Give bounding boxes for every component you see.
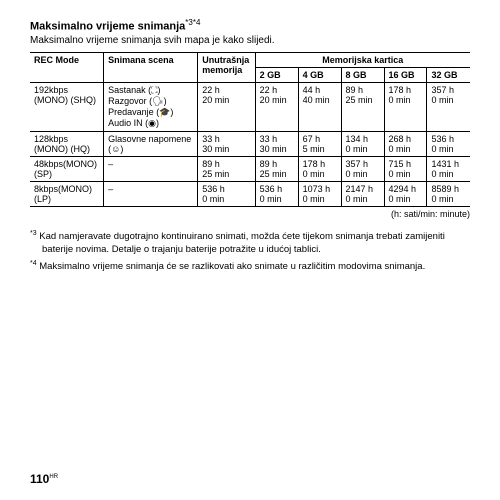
table-row: 48kbps(MONO)(SP) – 89 h25 min 89 h25 min… bbox=[30, 156, 470, 181]
subtitle: Maksimalno vrijeme snimanja svih mapa je… bbox=[30, 35, 470, 46]
table-row: 128kbps(MONO) (HQ) Glasovne napomene (☺)… bbox=[30, 131, 470, 156]
footnote-3: *3 Kad namjeravate dugotrajno kontinuira… bbox=[30, 229, 470, 257]
header-scene: Snimana scena bbox=[104, 52, 198, 82]
page-number: 110HR bbox=[30, 472, 58, 486]
cell-8gb: 89 h25 min bbox=[341, 82, 384, 131]
title-text: Maksimalno vrijeme snimanja bbox=[30, 21, 185, 33]
cell-16gb: 715 h0 min bbox=[384, 156, 427, 181]
cell-4gb: 178 h0 min bbox=[298, 156, 341, 181]
cell-16gb: 4294 h0 min bbox=[384, 181, 427, 206]
header-rec-mode: REC Mode bbox=[30, 52, 104, 82]
header-4gb: 4 GB bbox=[298, 67, 341, 82]
header-2gb: 2 GB bbox=[255, 67, 298, 82]
page-title: Maksimalno vrijeme snimanja*3*4 bbox=[30, 18, 470, 33]
header-16gb: 16 GB bbox=[384, 67, 427, 82]
footnotes: *3 Kad namjeravate dugotrajno kontinuira… bbox=[30, 229, 470, 275]
header-card: Memorijska kartica bbox=[255, 52, 470, 67]
cell-2gb: 89 h25 min bbox=[255, 156, 298, 181]
cell-32gb: 536 h0 min bbox=[427, 131, 470, 156]
cell-scene: Glasovne napomene (☺) bbox=[104, 131, 198, 156]
cell-scene: – bbox=[104, 156, 198, 181]
header-memory: Unutrašnja memorija bbox=[198, 52, 255, 82]
header-32gb: 32 GB bbox=[427, 67, 470, 82]
cell-16gb: 178 h0 min bbox=[384, 82, 427, 131]
cell-mem: 89 h25 min bbox=[198, 156, 255, 181]
cell-32gb: 8589 h0 min bbox=[427, 181, 470, 206]
cell-mode: 128kbps(MONO) (HQ) bbox=[30, 131, 104, 156]
cell-32gb: 357 h0 min bbox=[427, 82, 470, 131]
table-row: 192kbps(MONO) (SHQ) Sastanak (⛶) Razgovo… bbox=[30, 82, 470, 131]
table-row: 8kbps(MONO)(LP) – 536 h0 min 536 h0 min … bbox=[30, 181, 470, 206]
cell-mem: 536 h0 min bbox=[198, 181, 255, 206]
cell-4gb: 44 h40 min bbox=[298, 82, 341, 131]
cell-4gb: 67 h5 min bbox=[298, 131, 341, 156]
cell-8gb: 134 h0 min bbox=[341, 131, 384, 156]
footnote-4: *4 Maksimalno vrijeme snimanja će se raz… bbox=[30, 259, 470, 274]
cell-scene: Sastanak (⛶) Razgovor (🗣) Predavanje (🎓)… bbox=[104, 82, 198, 131]
cell-mode: 48kbps(MONO)(SP) bbox=[30, 156, 104, 181]
cell-mode: 8kbps(MONO)(LP) bbox=[30, 181, 104, 206]
title-sup: *3*4 bbox=[185, 18, 200, 27]
cell-mem: 33 h30 min bbox=[198, 131, 255, 156]
cell-mode: 192kbps(MONO) (SHQ) bbox=[30, 82, 104, 131]
legend: (h: sati/min: minute) bbox=[30, 207, 470, 219]
cell-2gb: 536 h0 min bbox=[255, 181, 298, 206]
cell-scene: – bbox=[104, 181, 198, 206]
cell-8gb: 2147 h0 min bbox=[341, 181, 384, 206]
header-8gb: 8 GB bbox=[341, 67, 384, 82]
cell-2gb: 22 h20 min bbox=[255, 82, 298, 131]
recording-time-table: REC Mode Snimana scena Unutrašnja memori… bbox=[30, 52, 470, 207]
cell-8gb: 357 h0 min bbox=[341, 156, 384, 181]
cell-mem: 22 h20 min bbox=[198, 82, 255, 131]
cell-2gb: 33 h30 min bbox=[255, 131, 298, 156]
cell-4gb: 1073 h0 min bbox=[298, 181, 341, 206]
cell-32gb: 1431 h0 min bbox=[427, 156, 470, 181]
cell-16gb: 268 h0 min bbox=[384, 131, 427, 156]
